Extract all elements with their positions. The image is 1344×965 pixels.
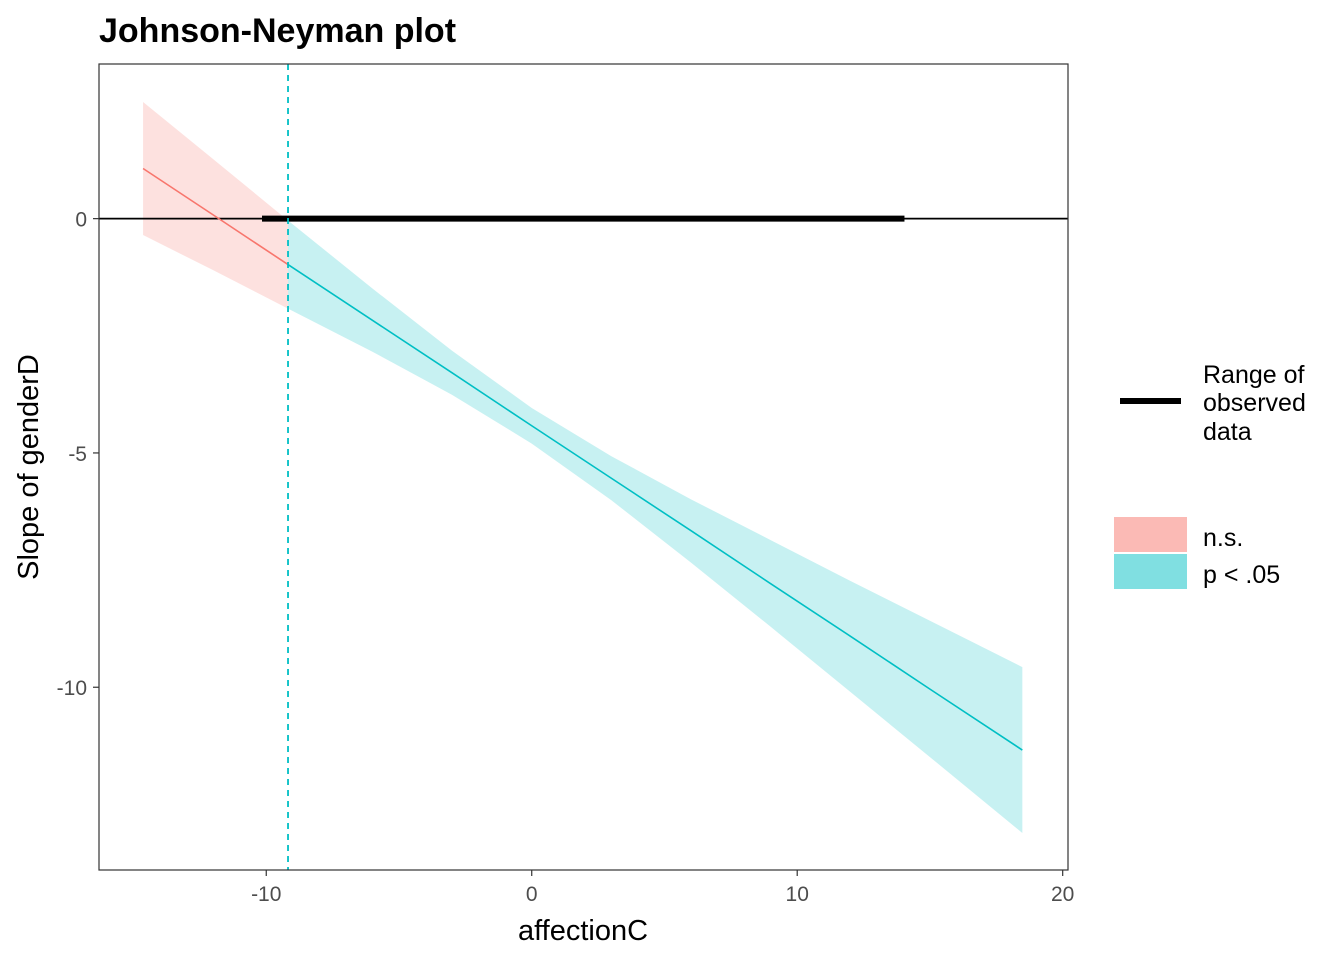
- x-tick-label: 0: [526, 883, 538, 906]
- y-tick-label: 0: [75, 209, 87, 232]
- slope-line-significant: [287, 263, 1023, 751]
- legend-range-label-2: observed: [1203, 389, 1306, 417]
- y-tick-label: -5: [68, 443, 87, 466]
- y-axis-label: Slope of genderD: [13, 354, 45, 580]
- legend-sig-label: p < .05: [1203, 561, 1280, 589]
- ci-band-ns: [143, 101, 289, 309]
- legend-ns-key: [1114, 517, 1187, 552]
- x-tick-label: -10: [251, 883, 281, 906]
- axes: -10 0 10 20 0 -5 -10: [57, 209, 1075, 906]
- legend-range-label-3: data: [1203, 418, 1252, 446]
- slope-line-ns: [142, 167, 289, 266]
- legend-sig-key: [1114, 554, 1187, 589]
- legend-ns-label: n.s.: [1203, 524, 1243, 552]
- y-tick-label: -10: [57, 677, 87, 700]
- legend-range-label-1: Range of: [1203, 361, 1305, 389]
- x-tick-label: 20: [1051, 883, 1074, 906]
- chart-title: Johnson-Neyman plot: [99, 12, 456, 50]
- panel-border: [98, 63, 1069, 871]
- x-axis-label: affectionC: [518, 915, 648, 947]
- plot-area: [99, 64, 1068, 870]
- legend: Range of observed data n.s. p < .05: [1114, 361, 1306, 589]
- x-tick-label: 10: [786, 883, 809, 906]
- ci-band-significant: [288, 220, 1023, 833]
